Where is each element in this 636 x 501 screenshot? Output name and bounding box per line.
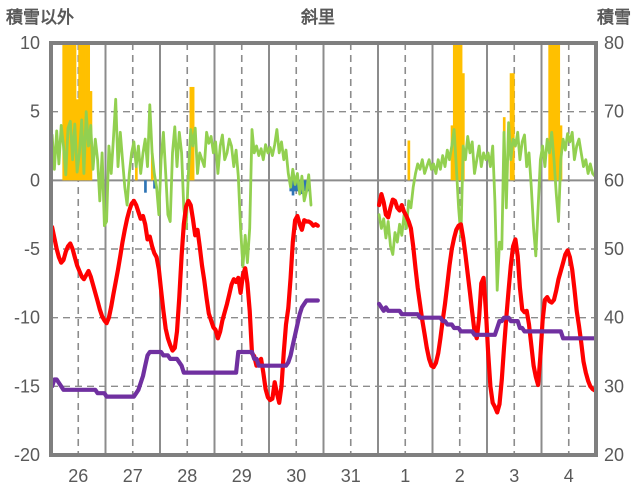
red-temperature-line bbox=[51, 192, 596, 415]
orange-bar bbox=[135, 166, 138, 181]
orange-bar bbox=[462, 73, 465, 181]
orange-bar bbox=[71, 43, 75, 181]
orange-bar bbox=[557, 43, 561, 181]
orange-bar bbox=[509, 73, 513, 181]
orange-bar bbox=[69, 43, 72, 181]
chart-title: 斜里 bbox=[301, 8, 335, 27]
x-axis-day-label: 27 bbox=[123, 466, 143, 486]
x-axis-day-label: 1 bbox=[400, 466, 410, 486]
right-axis-tick-label: 50 bbox=[604, 239, 624, 259]
blue-bar bbox=[291, 180, 295, 196]
blue-bar bbox=[144, 180, 147, 193]
right-axis-tick-label: 60 bbox=[604, 170, 624, 190]
left-axis-tick-label: -20 bbox=[14, 445, 40, 465]
left-axis-title: 積雪以外 bbox=[6, 8, 74, 27]
left-axis-tick-label: 5 bbox=[30, 102, 40, 122]
x-axis-day-label: 31 bbox=[341, 466, 361, 486]
blue-bar bbox=[153, 180, 156, 189]
right-axis-title: 積雪 bbox=[597, 8, 631, 27]
x-axis-day-label: 2 bbox=[455, 466, 465, 486]
orange-bar bbox=[459, 43, 463, 181]
right-axis-tick-label: 30 bbox=[604, 376, 624, 396]
right-axis-tick-label: 20 bbox=[604, 445, 624, 465]
orange-bar bbox=[552, 43, 556, 181]
left-axis-tick-label: 0 bbox=[30, 170, 40, 190]
x-axis-day-label: 28 bbox=[177, 466, 197, 486]
orange-bar bbox=[87, 43, 91, 181]
x-axis-day-label: 3 bbox=[509, 466, 519, 486]
blue-bar bbox=[303, 180, 306, 192]
purple-snow-depth-line bbox=[51, 298, 596, 399]
orange-bar bbox=[511, 73, 515, 181]
orange-bar bbox=[452, 43, 456, 181]
left-axis-tick-label: -5 bbox=[24, 239, 40, 259]
x-axis-day-label: 29 bbox=[232, 466, 252, 486]
orange-bar bbox=[455, 43, 458, 181]
orange-bar bbox=[64, 43, 68, 181]
x-axis-day-label: 26 bbox=[68, 466, 88, 486]
orange-bar bbox=[548, 43, 551, 181]
orange-bar bbox=[73, 43, 77, 181]
orange-bar bbox=[62, 43, 66, 181]
orange-bar bbox=[550, 43, 554, 181]
left-axis-tick-label: -15 bbox=[14, 376, 40, 396]
x-axis-day-label: 30 bbox=[286, 466, 306, 486]
plot-frame bbox=[49, 41, 598, 457]
left-axis-tick-label: 10 bbox=[20, 33, 40, 53]
x-axis-day-label: 4 bbox=[564, 466, 574, 486]
orange-bar bbox=[75, 99, 79, 181]
orange-bar bbox=[407, 140, 411, 181]
orange-bar bbox=[555, 43, 558, 181]
orange-bar bbox=[82, 43, 86, 181]
right-axis-tick-label: 40 bbox=[604, 308, 624, 328]
orange-bar bbox=[78, 43, 81, 181]
orange-bar bbox=[457, 43, 461, 181]
orange-bar bbox=[80, 43, 84, 181]
orange-bar bbox=[66, 43, 70, 181]
green-line bbox=[51, 97, 596, 292]
right-axis-tick-label: 80 bbox=[604, 33, 624, 53]
left-axis-tick-label: -10 bbox=[14, 308, 40, 328]
right-axis-tick-label: 70 bbox=[604, 102, 624, 122]
